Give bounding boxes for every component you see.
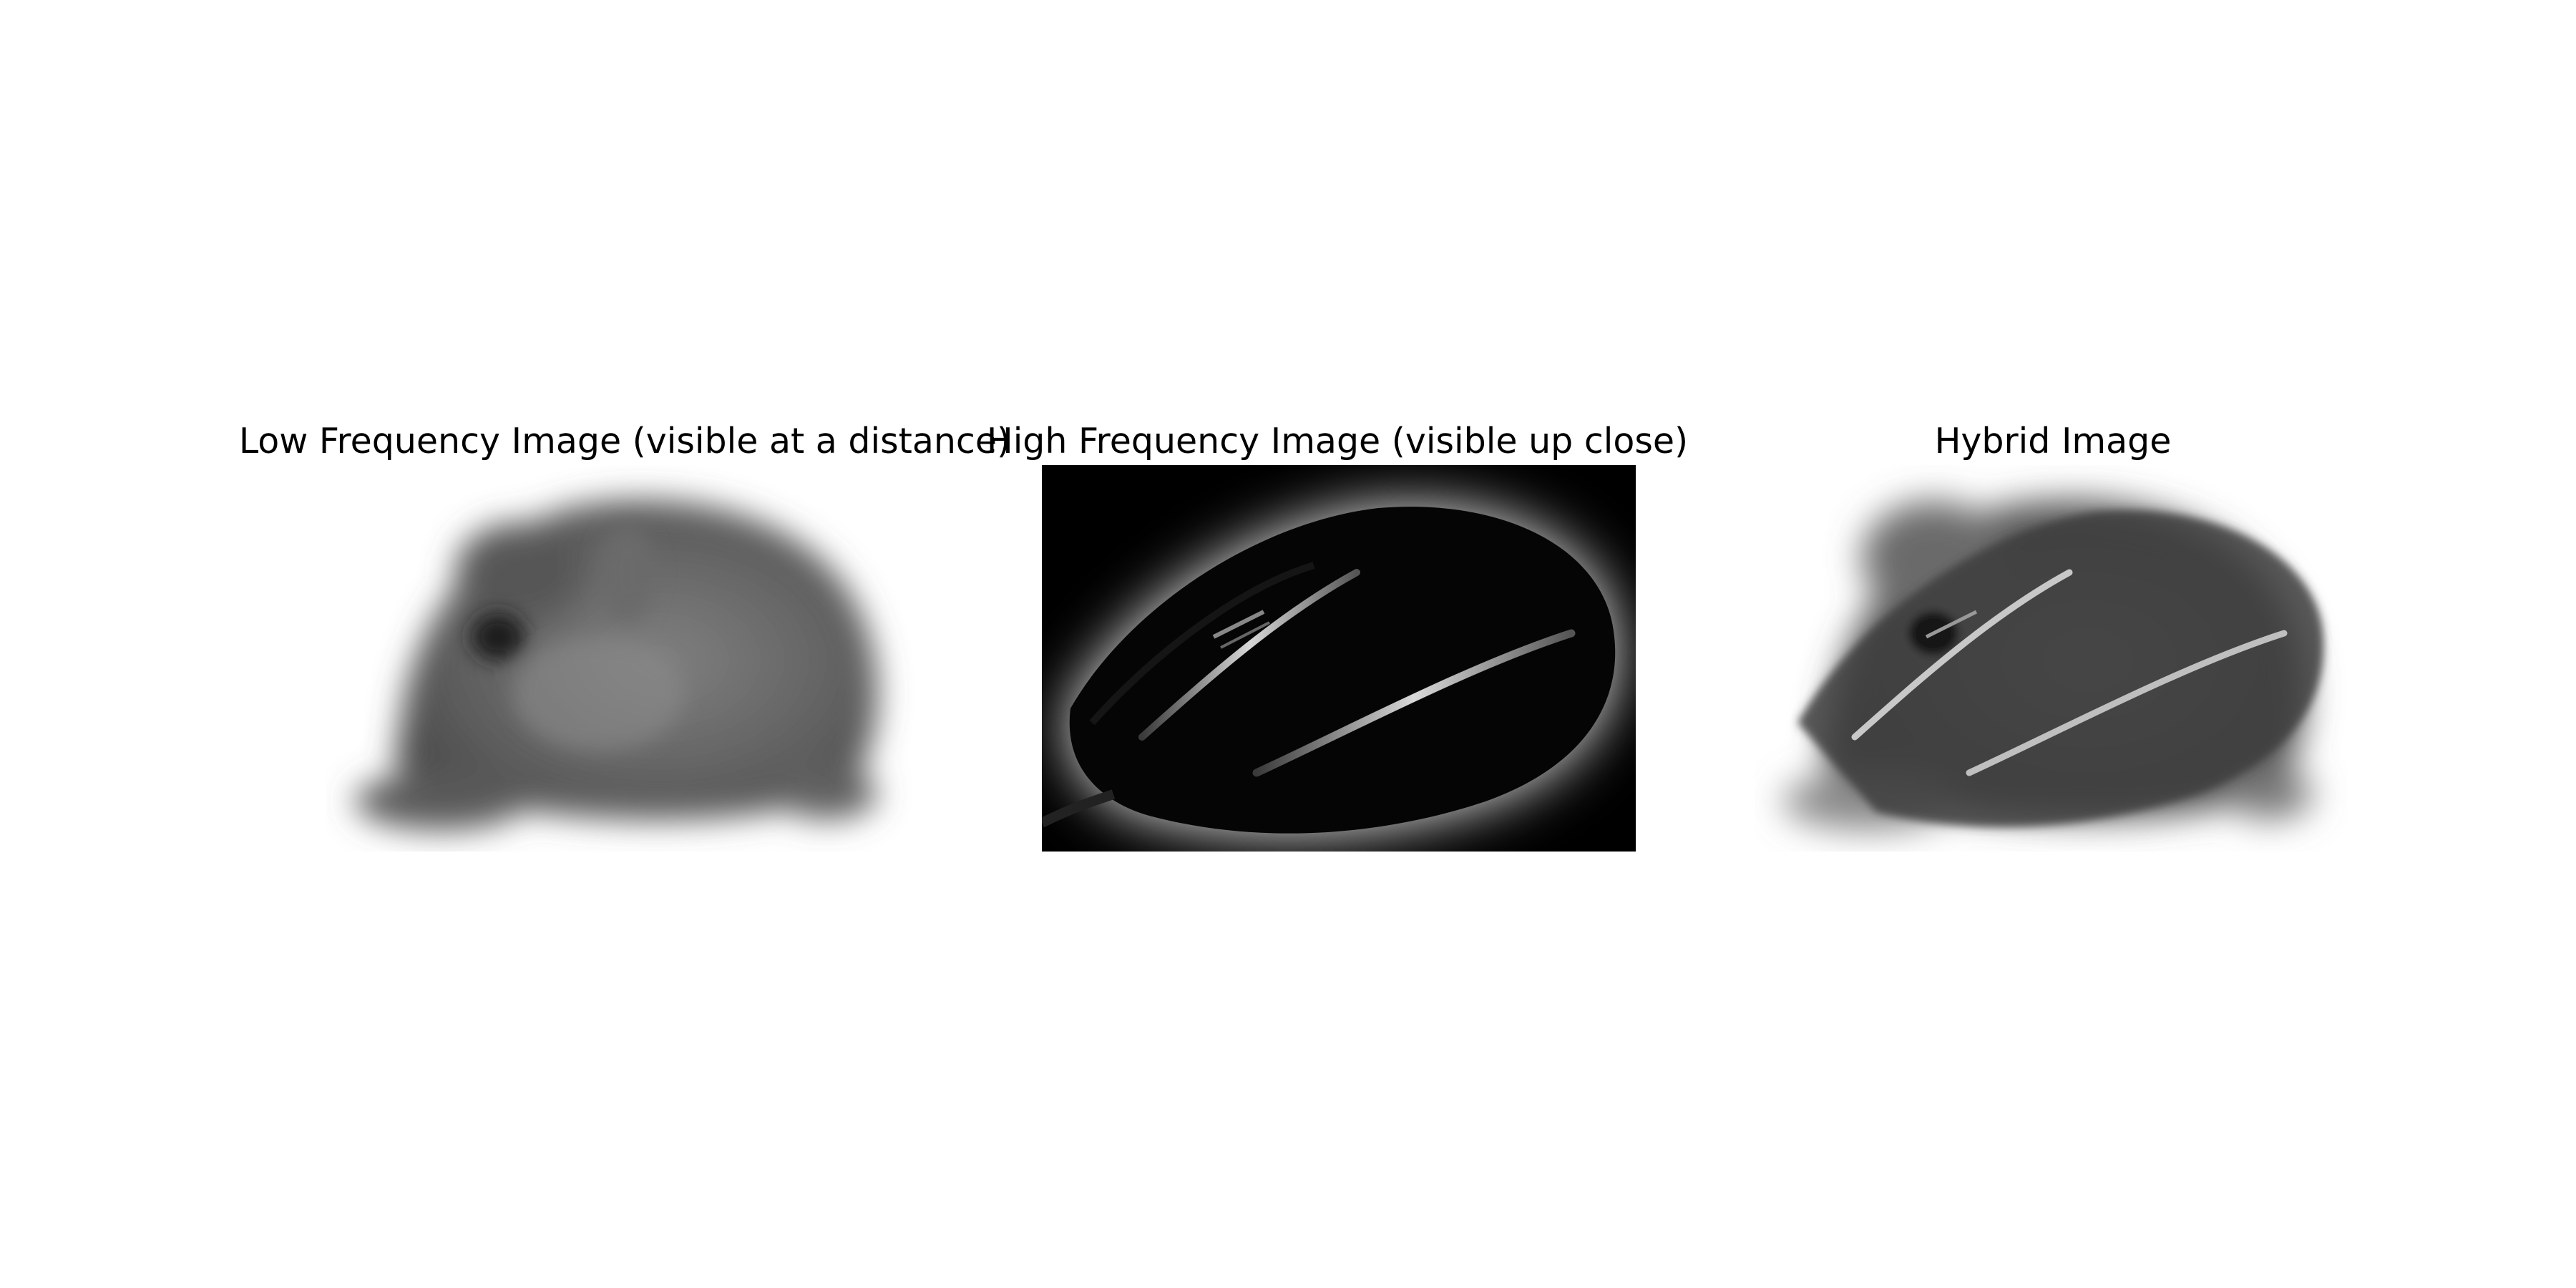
hybrid-image <box>1755 465 2348 852</box>
hybrid-title: Hybrid Image <box>1934 421 2172 462</box>
high-frequency-title: High Frequency Image (visible up close) <box>986 421 1689 462</box>
low-frequency-image <box>326 465 920 852</box>
high-frequency-image <box>1042 465 1636 852</box>
low-frequency-title: Low Frequency Image (visible at a distan… <box>238 421 1011 462</box>
